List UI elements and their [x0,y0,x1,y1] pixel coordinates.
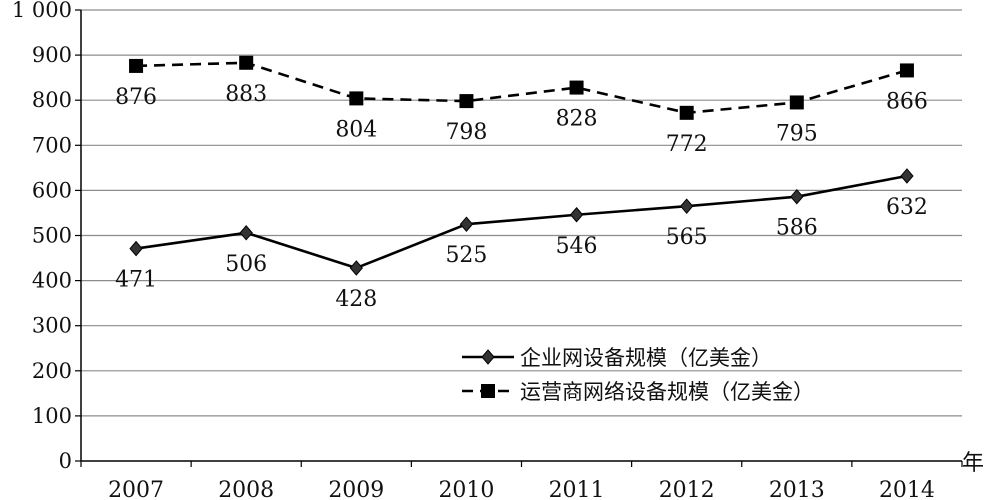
x-tick-label: 2012 [659,478,715,500]
series-enterprise-data-label: 586 [776,216,818,241]
y-tick-label: 0 [59,449,72,473]
series-enterprise-point [459,216,474,232]
y-tick-label: 1 000 [12,0,72,22]
y-tick-label: 800 [32,88,72,112]
series-enterprise-data-label: 546 [556,234,598,259]
series-enterprise-point [569,206,584,223]
series-enterprise-data-label: 525 [445,243,487,268]
legend-operator-marker [481,384,495,398]
x-axis-unit-label: 年 [962,451,984,476]
series-enterprise-line [135,174,908,270]
legend-enterprise-label: 企业网设备规模（亿美金） [520,346,772,370]
legend: 企业网设备规模（亿美金） 运营商网络设备规模（亿美金） [462,346,814,404]
y-axis-tick-labels: 0 100 200 300 400 500 600 700 800 900 1 000 [12,0,72,473]
series-operator-data-label: 804 [335,117,377,142]
series-operator-point [899,63,914,78]
y-tick-label: 400 [32,269,72,293]
series-operator-point [239,55,254,70]
series-enterprise-data-label: 471 [115,268,157,293]
y-tick-label: 200 [32,359,72,383]
series-enterprise-point [129,240,143,257]
x-tick-label: 2013 [769,478,825,500]
y-tick-label: 700 [32,133,72,157]
x-tick-label: 2011 [549,478,605,500]
series-enterprise-point [680,198,694,214]
series-enterprise-point [900,168,914,184]
series-enterprise-point [790,188,804,205]
y-tick-label: 500 [32,224,72,248]
series-operator-data-label: 828 [556,107,598,132]
series-operator-data-label: 772 [666,132,708,157]
series-operator-data-label: 866 [886,89,928,114]
series-enterprise-data-label: 565 [666,225,708,250]
y-tick-label: 600 [32,178,72,202]
x-tick-label: 2009 [328,478,384,500]
series-operator-data-label: 795 [776,121,818,146]
y-tick-label: 100 [32,404,72,428]
series-group: 471 506 428 525 546 565 586 632 876 883 804 798 828 7… [115,55,928,312]
series-operator-line [136,61,908,115]
x-tick-label: 2007 [108,478,164,500]
x-tick-label: 2010 [438,478,494,500]
series-enterprise-data-label: 632 [886,195,928,220]
series-operator-point [789,95,804,110]
gridlines [81,9,962,417]
series-enterprise: 471 506 428 525 546 565 586 632 [115,168,928,312]
axes [75,9,963,467]
y-tick-label: 900 [32,43,72,67]
y-tick-label: 300 [32,314,72,338]
legend-operator-label: 运营商网络设备规模（亿美金） [520,380,814,404]
x-tick-label: 2008 [218,478,274,500]
series-enterprise-data-label: 428 [335,287,377,312]
series-operator: 876 883 804 798 828 772 795 866 [115,55,928,157]
series-enterprise-point [239,225,253,241]
series-enterprise-point [349,260,363,276]
legend-item-enterprise: 企业网设备规模（亿美金） [462,346,772,370]
series-operator-point [349,91,364,106]
legend-enterprise-marker [481,349,495,365]
series-operator-point [679,105,694,120]
legend-item-operator: 运营商网络设备规模（亿美金） [462,380,814,404]
series-operator-data-label: 883 [225,82,267,107]
series-operator-point [459,94,474,109]
x-axis-tick-labels: 2007 2008 2009 2010 2011 2012 2013 2014 [108,478,935,500]
series-operator-point [129,58,144,73]
series-operator-data-label: 876 [115,85,157,110]
x-tick-label: 2014 [879,478,935,500]
series-enterprise-data-label: 506 [225,252,267,277]
series-operator-data-label: 798 [445,120,487,145]
series-operator-point [569,80,584,95]
